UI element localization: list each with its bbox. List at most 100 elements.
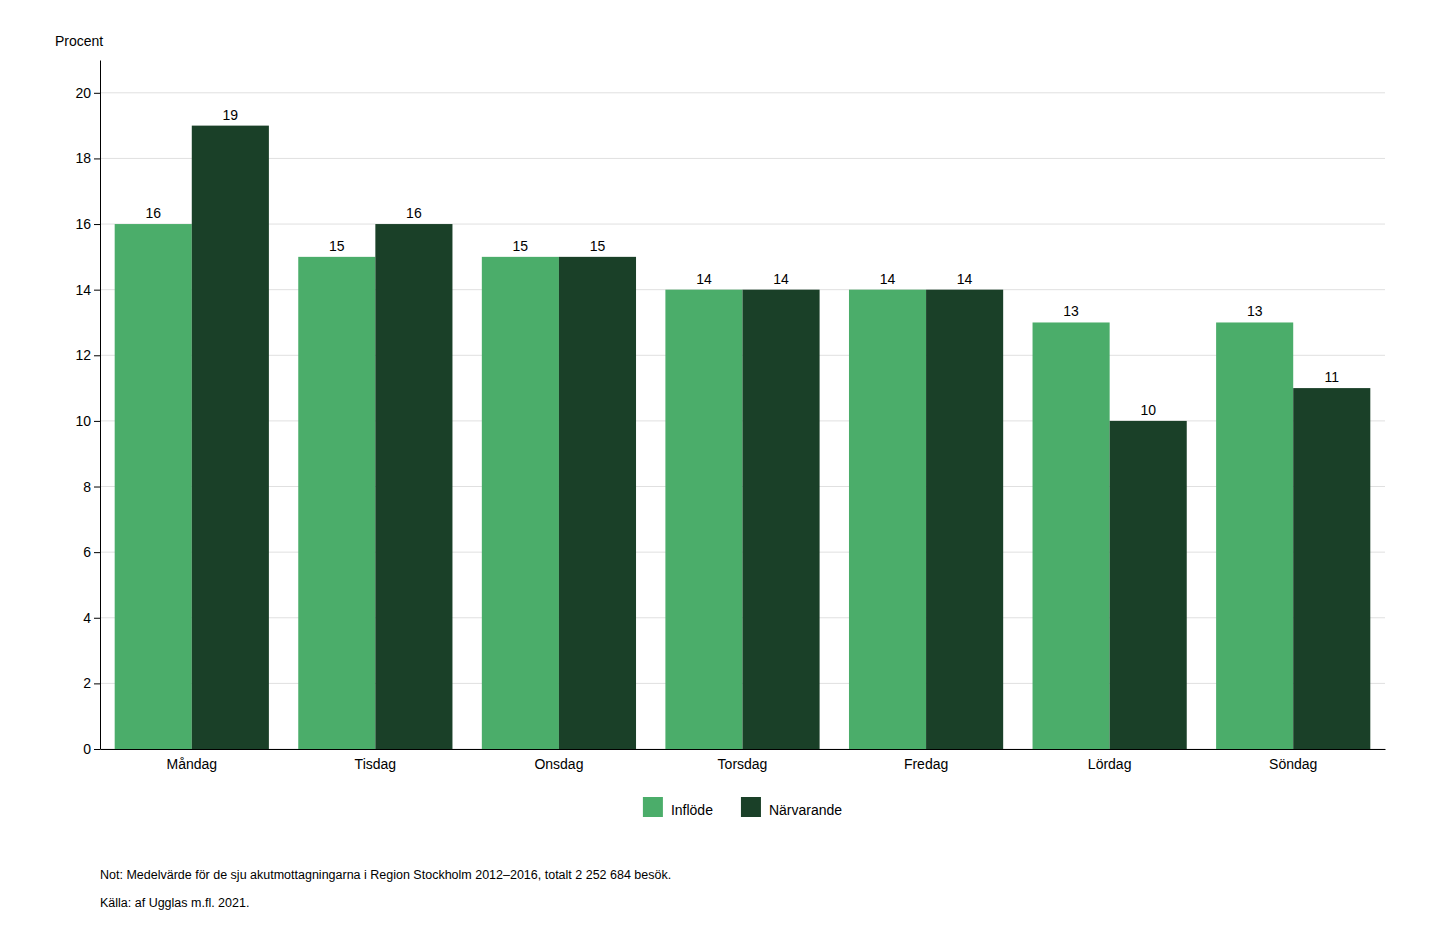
x-tick-label: Söndag: [1269, 756, 1317, 772]
y-tick-mark: [94, 290, 100, 291]
y-tick: 4: [83, 610, 100, 626]
y-tick-mark: [94, 683, 100, 684]
y-axis-line: [100, 61, 101, 750]
y-tick: 20: [75, 85, 100, 101]
data-label: 14: [696, 271, 712, 287]
data-label: 13: [1063, 303, 1079, 319]
note: Not: Medelvärde för de sju akutmottagnin…: [100, 868, 671, 882]
grid-line: [100, 158, 1385, 159]
y-tick-label: 4: [83, 610, 91, 626]
legend-item: Närvarande: [741, 797, 842, 818]
x-tick-label: Lördag: [1088, 756, 1132, 772]
chart: 0 2 4 6 8 10 12 14 16 18 20 Måndag Tisdag Onsdag Torsd…: [0, 0, 1430, 949]
y-tick: 14: [75, 282, 100, 298]
bar: [482, 257, 559, 749]
data-label: 14: [957, 271, 973, 287]
x-tick-label: Torsdag: [718, 756, 768, 772]
y-tick-mark: [94, 421, 100, 422]
notes: Not: Medelvärde för de sju akutmottagnin…: [100, 868, 671, 910]
y-tick-label: 16: [75, 216, 91, 232]
x-tick: Fredag: [904, 756, 948, 772]
grid-line: [100, 92, 1385, 93]
y-tick-label: 18: [75, 150, 91, 166]
y-tick-mark: [94, 158, 100, 159]
bar-series: [192, 126, 1371, 749]
data-label: 11: [1324, 369, 1339, 385]
bar: [926, 290, 1003, 749]
bar: [115, 224, 192, 749]
x-tick-label: Tisdag: [355, 756, 397, 772]
y-tick-mark: [94, 224, 100, 225]
y-tick-mark: [94, 749, 100, 750]
data-label: 14: [773, 271, 789, 287]
y-tick-label: 10: [75, 413, 91, 429]
data-label: 14: [880, 271, 896, 287]
legend: Inflöde Närvarande: [643, 797, 842, 818]
y-tick-mark: [94, 93, 100, 94]
legend-swatch: [741, 797, 761, 817]
y-tick: 12: [75, 347, 100, 363]
y-tick-label: 20: [75, 85, 91, 101]
x-tick: Söndag: [1269, 756, 1317, 772]
legend-item: Inflöde: [643, 797, 713, 818]
x-axis: Måndag Tisdag Onsdag Torsdag Fredag Lördag Sön…: [101, 750, 1386, 772]
y-tick-mark: [94, 355, 100, 356]
grid: [100, 93, 1385, 749]
y-tick: 6: [83, 544, 100, 560]
legend-label: Närvarande: [769, 802, 842, 818]
bar: [1110, 421, 1187, 749]
y-tick-label: 14: [75, 282, 91, 298]
legend-swatch: [643, 797, 663, 817]
y-tick: 18: [75, 150, 100, 166]
note: Källa: af Ugglas m.fl. 2021.: [100, 896, 249, 910]
x-tick: Tisdag: [355, 756, 397, 772]
bar: [849, 290, 926, 749]
bar: [559, 257, 636, 749]
data-label: 15: [513, 238, 529, 254]
data-labels: 16 15 15 14 14 13 13 19 16 15 14 14 10 11: [145, 107, 1339, 418]
y-tick: 10: [75, 413, 100, 429]
data-label: 16: [145, 205, 161, 221]
bar: [665, 290, 742, 749]
data-label: 13: [1247, 303, 1263, 319]
bars: [115, 126, 1371, 749]
y-tick-mark: [94, 552, 100, 553]
plot: 0 2 4 6 8 10 12 14 16 18 20 Måndag Tisdag Onsdag Torsd…: [55, 33, 1386, 772]
grid-line: [100, 224, 1385, 225]
x-tick: Lördag: [1088, 756, 1132, 772]
x-tick: Onsdag: [534, 756, 583, 772]
y-tick: 16: [75, 216, 100, 232]
y-tick: 0: [83, 741, 100, 757]
x-tick-label: Måndag: [166, 756, 217, 772]
y-tick-mark: [94, 618, 100, 619]
bar: [743, 290, 820, 749]
bar: [192, 126, 269, 749]
y-tick: 8: [83, 479, 100, 495]
x-tick-label: Fredag: [904, 756, 948, 772]
data-label: 10: [1140, 402, 1156, 418]
data-label: 15: [329, 238, 345, 254]
y-tick-label: 2: [83, 675, 91, 691]
data-label: 15: [590, 238, 606, 254]
data-label: 19: [223, 107, 239, 123]
bar: [375, 224, 452, 749]
y-axis: 0 2 4 6 8 10 12 14 16 18 20: [75, 61, 100, 757]
data-label: 16: [406, 205, 422, 221]
bar: [298, 257, 375, 749]
legend-label: Inflöde: [671, 802, 713, 818]
y-tick: 2: [83, 675, 100, 691]
bar: [1293, 388, 1370, 749]
y-tick-label: 8: [83, 479, 91, 495]
y-tick-label: 6: [83, 544, 91, 560]
x-tick: Torsdag: [718, 756, 768, 772]
bar: [1216, 322, 1293, 749]
bar-series: [115, 224, 1294, 749]
y-tick-label: 12: [75, 347, 91, 363]
y-axis-label: Procent: [55, 33, 103, 49]
x-axis-line: [101, 749, 1386, 750]
y-tick-label: 0: [83, 741, 91, 757]
x-tick: Måndag: [166, 756, 217, 772]
x-tick-label: Onsdag: [534, 756, 583, 772]
bar: [1033, 322, 1110, 749]
y-tick-mark: [94, 487, 100, 488]
